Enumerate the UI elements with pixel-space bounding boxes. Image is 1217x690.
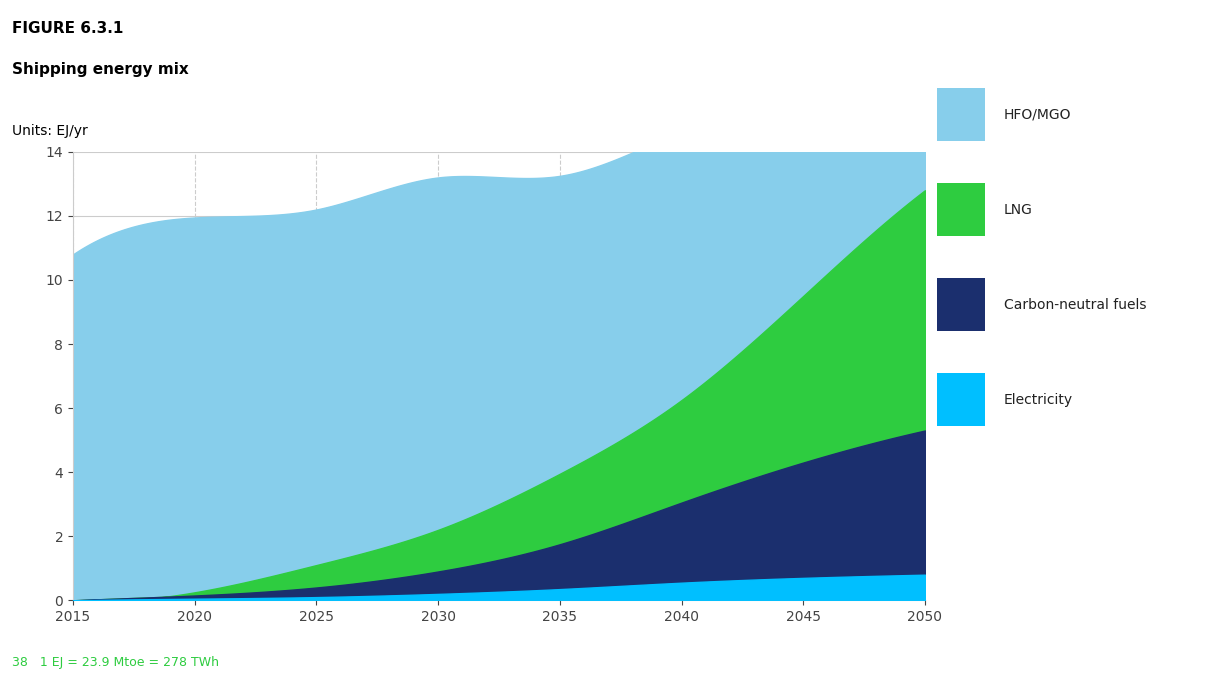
Text: Shipping energy mix: Shipping energy mix (12, 62, 189, 77)
FancyBboxPatch shape (937, 278, 986, 331)
Text: LNG: LNG (1004, 203, 1033, 217)
Text: Electricity: Electricity (1004, 393, 1073, 406)
FancyBboxPatch shape (937, 88, 986, 141)
FancyBboxPatch shape (937, 373, 986, 426)
Text: HFO/MGO: HFO/MGO (1004, 108, 1071, 122)
Text: Units: EJ/yr: Units: EJ/yr (12, 124, 88, 138)
Text: 38   1 EJ = 23.9 Mtoe = 278 TWh: 38 1 EJ = 23.9 Mtoe = 278 TWh (12, 656, 219, 669)
Text: FIGURE 6.3.1: FIGURE 6.3.1 (12, 21, 124, 36)
FancyBboxPatch shape (937, 183, 986, 236)
Text: Carbon-neutral fuels: Carbon-neutral fuels (1004, 297, 1146, 312)
